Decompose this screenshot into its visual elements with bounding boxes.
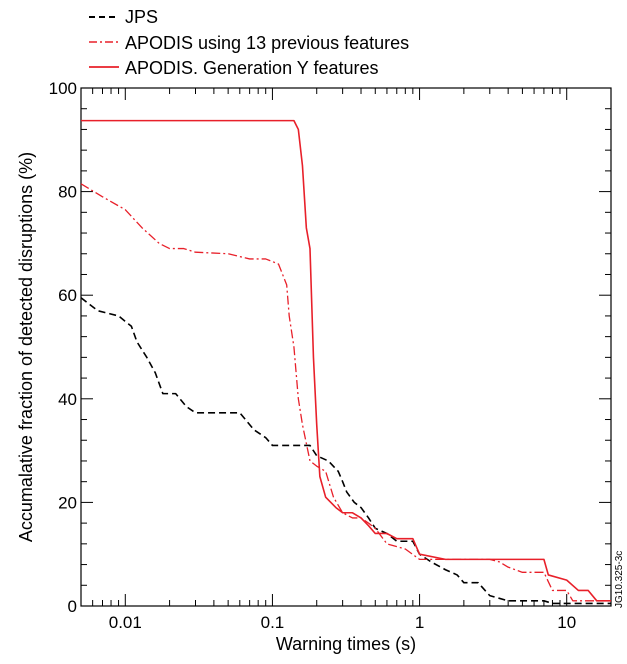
legend-item-apodis-gen-y: APODIS. Generation Y features [89, 58, 378, 78]
plot-frame [80, 87, 612, 607]
y-tick-label: 0 [68, 597, 77, 616]
legend-label-apodis-gen-y: APODIS. Generation Y features [125, 58, 378, 78]
y-axis: 0 20 40 60 80 100 [49, 79, 611, 616]
x-tick-label: 0.1 [261, 613, 285, 632]
y-tick-label: 40 [58, 390, 77, 409]
x-tick-label: 10 [557, 613, 576, 632]
legend-item-jps: JPS [89, 7, 158, 27]
legend: JPS APODIS using 13 previous features AP… [89, 7, 409, 78]
x-tick-label: 1 [415, 613, 424, 632]
y-tick-label: 100 [49, 79, 77, 98]
y-tick-label: 60 [58, 286, 77, 305]
legend-label-apodis-13: APODIS using 13 previous features [125, 33, 409, 53]
y-axis-title: Accumalative fraction of detected disrup… [16, 152, 36, 542]
y-tick-label: 20 [58, 493, 77, 512]
figure-id: JG10.325-3c [614, 551, 625, 608]
x-axis-title: Warning times (s) [276, 634, 416, 654]
y-tick-label: 80 [58, 183, 77, 202]
x-axis: 0.01 0.1 1 10 [80, 88, 612, 632]
x-tick-label: 0.01 [109, 613, 142, 632]
series-line-jps [80, 297, 611, 605]
legend-label-jps: JPS [125, 7, 158, 27]
series-layer [80, 119, 611, 605]
legend-item-apodis-13: APODIS using 13 previous features [89, 33, 409, 53]
series-line-apodis-13 [80, 183, 611, 602]
series-line-apodis-gen-y [81, 119, 611, 602]
